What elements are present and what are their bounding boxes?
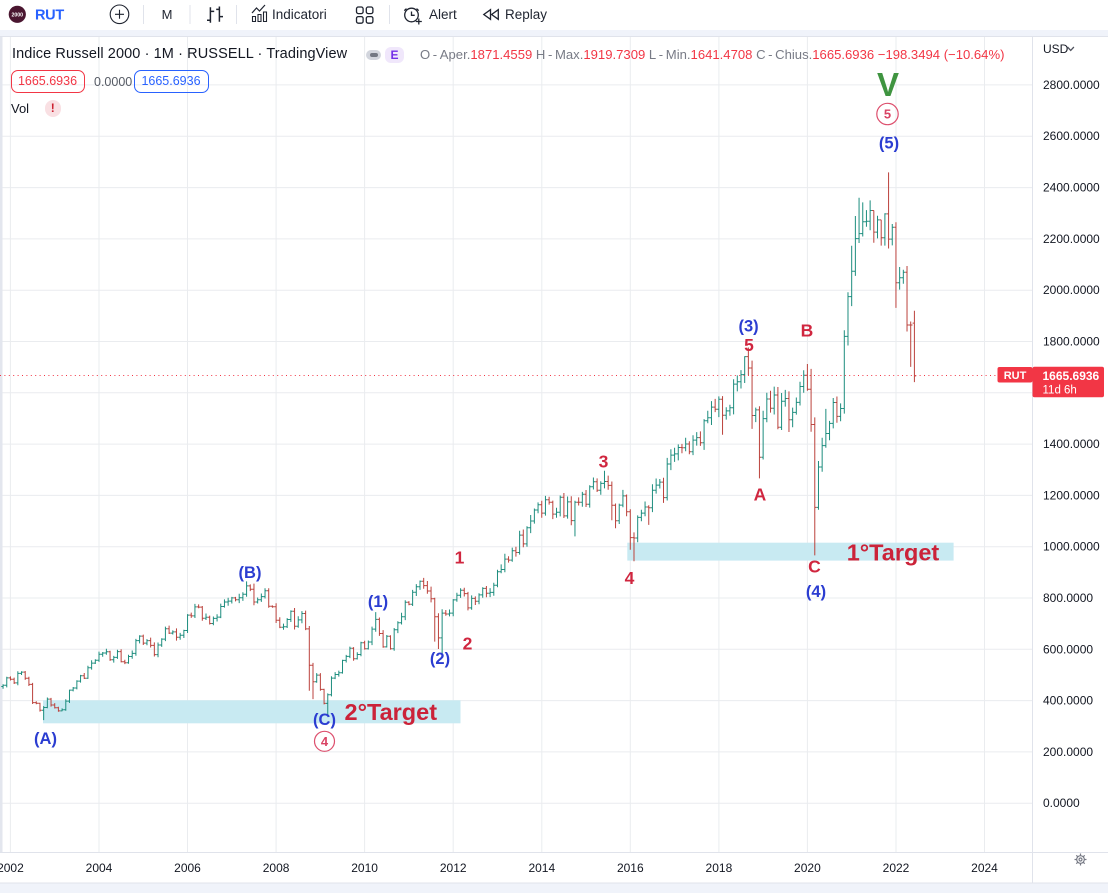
svg-text:2016: 2016 [617, 861, 644, 875]
svg-text:2: 2 [463, 633, 473, 653]
svg-text:400.0000: 400.0000 [1043, 694, 1093, 708]
svg-text:(A): (A) [34, 730, 57, 748]
svg-text:Alert: Alert [429, 7, 457, 22]
svg-text:(5): (5) [879, 135, 899, 153]
svg-text:Replay: Replay [505, 7, 547, 22]
svg-text:4: 4 [625, 568, 635, 588]
svg-text:5: 5 [884, 107, 891, 122]
svg-text:2020: 2020 [794, 861, 821, 875]
svg-text:2008: 2008 [263, 861, 290, 875]
svg-text:3: 3 [599, 451, 609, 471]
svg-text:1800.0000: 1800.0000 [1043, 335, 1100, 349]
svg-text:11d 6h: 11d 6h [1043, 385, 1077, 397]
svg-text:5: 5 [744, 335, 754, 355]
svg-text:2014: 2014 [528, 861, 555, 875]
svg-text:2400.0000: 2400.0000 [1043, 181, 1100, 195]
svg-text:(C): (C) [313, 711, 336, 729]
svg-text:800.0000: 800.0000 [1043, 591, 1093, 605]
svg-text:2600.0000: 2600.0000 [1043, 129, 1100, 143]
svg-text:1000.0000: 1000.0000 [1043, 540, 1100, 554]
svg-text:M: M [162, 7, 173, 22]
svg-text:2800.0000: 2800.0000 [1043, 78, 1100, 92]
svg-text:USD: USD [1043, 42, 1069, 56]
svg-text:2010: 2010 [351, 861, 378, 875]
svg-text:2022: 2022 [883, 861, 910, 875]
svg-text:(2): (2) [430, 650, 450, 668]
svg-text:Indicatori: Indicatori [272, 7, 327, 22]
svg-text:1400.0000: 1400.0000 [1043, 437, 1100, 451]
svg-text:200.0000: 200.0000 [1043, 745, 1093, 759]
svg-text:600.0000: 600.0000 [1043, 642, 1093, 656]
svg-text:1200.0000: 1200.0000 [1043, 488, 1100, 502]
svg-text:2024: 2024 [971, 861, 998, 875]
svg-text:2002: 2002 [0, 861, 24, 875]
svg-text:2000.0000: 2000.0000 [1043, 283, 1100, 297]
svg-text:RUT: RUT [1004, 370, 1027, 382]
svg-text:2200.0000: 2200.0000 [1043, 232, 1100, 246]
svg-text:4: 4 [321, 734, 329, 749]
svg-text:A: A [754, 484, 767, 504]
svg-text:(3): (3) [739, 317, 759, 335]
svg-text:0.0000: 0.0000 [1043, 796, 1080, 810]
svg-text:2018: 2018 [706, 861, 733, 875]
svg-text:2006: 2006 [174, 861, 201, 875]
svg-text:2004: 2004 [86, 861, 113, 875]
svg-text:RUT: RUT [35, 8, 64, 24]
svg-text:1665.6936: 1665.6936 [1043, 369, 1100, 383]
svg-text:(B): (B) [239, 564, 262, 582]
svg-text:2000: 2000 [12, 13, 24, 19]
svg-text:V: V [877, 66, 899, 103]
svg-text:2°Target: 2°Target [345, 699, 438, 725]
svg-text:(4): (4) [806, 583, 826, 601]
svg-text:1: 1 [455, 547, 465, 567]
svg-text:B: B [801, 320, 814, 340]
svg-text:C: C [808, 556, 821, 576]
svg-text:(1): (1) [368, 593, 388, 611]
svg-text:2012: 2012 [440, 861, 467, 875]
svg-text:1°Target: 1°Target [847, 539, 940, 565]
